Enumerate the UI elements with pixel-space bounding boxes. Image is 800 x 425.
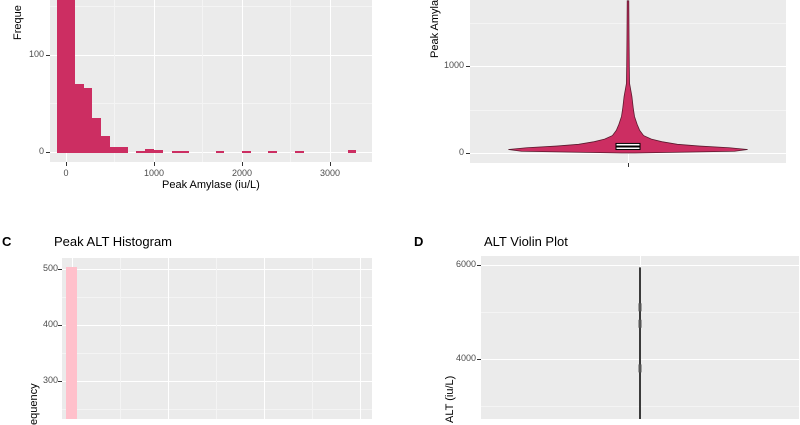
panel-a-gridline [242,0,243,162]
panel-a-y-tickmark [46,152,50,153]
panel-b: Peak Amyla 1000 0 [400,0,800,200]
panel-c-gridline [312,258,313,419]
panel-a-gridline [50,103,372,104]
panel-a-x-tickmark [242,162,243,166]
panel-d-plot-area [481,256,799,419]
panel-b-y-tick: 0 [458,147,464,157]
panel-d-y-tickmark [477,265,481,266]
histogram-bar [145,149,154,153]
panel-a-x-tickmark [330,162,331,166]
histogram-bar [83,87,93,153]
panel-a-gridline [50,152,372,153]
panel-c-gridline [62,409,372,410]
panel-a: Freque 100 0 0 1000 2000 3000 Peak Amyla… [0,0,400,200]
panel-a-gridline [154,0,155,162]
histogram-bar [110,147,119,153]
panel-c-gridline [62,297,372,298]
panel-d-y-tick: 6000 [455,259,476,269]
panel-a-gridline [290,0,291,162]
panel-c-gridline [264,258,265,419]
histogram-bar [66,0,75,153]
panel-d-y-axis-title: ALT (iu/L) [444,375,456,423]
panel-b-y-tickmark [466,66,470,67]
violin-density-bulge [638,364,642,373]
panel-d-letter: D [414,234,424,249]
histogram-bar [92,118,102,153]
panel-c-letter: C [2,234,12,249]
panel-a-x-tickmark [66,162,67,166]
panel-a-x-axis-title: Peak Amylase (iu/L) [162,179,260,191]
panel-b-y-axis-title: Peak Amyla [429,0,441,58]
panel-d-y-tickmark [477,359,481,360]
panel-d-title: ALT Violin Plot [484,234,568,249]
panel-c-y-tick: 500 [42,263,58,273]
panel-c-gridline [168,258,169,419]
panel-b-violin-layer [508,0,748,154]
panel-c-gridline [62,353,372,354]
histogram-bar [347,150,357,153]
panel-c-gridline [62,381,372,382]
panel-b-y-tickmark [466,153,470,154]
histogram-bar [215,151,225,153]
panel-c-gridline [360,258,361,419]
panel-a-x-tick: 2000 [231,168,253,178]
panel-c-y-tickmark [58,381,62,382]
histogram-bar [57,0,66,153]
panel-c-y-tick: 300 [42,375,58,385]
panel-c: C Peak ALT Histogram equency 500 400 300 [0,210,400,425]
panel-a-plot-area [50,0,372,162]
panel-a-gridline [50,55,372,56]
violin-density-bulge [638,319,642,328]
panel-a-gridline [202,0,203,162]
panel-c-gridline [216,258,217,419]
panel-a-x-tick: 0 [63,168,69,178]
panel-a-y-tickmark [46,55,50,56]
histogram-bar [66,267,77,419]
panel-a-x-tick: 3000 [319,168,341,178]
panel-c-gridline [120,258,121,419]
histogram-bar [136,151,146,153]
violin-shape [508,0,748,154]
panel-d-violin-layer [638,267,642,419]
panel-a-y-tick: 0 [38,146,44,156]
histogram-bar [242,151,251,153]
panel-c-y-tick: 400 [42,319,58,329]
panel-a-gridline [50,6,372,7]
panel-a-x-tick: 1000 [143,168,165,178]
histogram-bar [74,84,84,153]
histogram-bar [118,147,128,153]
panel-b-plot-area [470,0,786,163]
panel-b-y-tick: 1000 [443,60,464,70]
panel-d: D ALT Violin Plot ALT (iu/L) 6000 4000 [400,210,800,423]
panel-c-y-tickmark [58,269,62,270]
violin-density-bulge [638,303,642,312]
panel-b-x-tickmark [628,163,629,167]
histogram-bar [268,151,278,153]
histogram-bar [101,135,110,153]
panel-a-y-axis-title: Freque [12,5,24,40]
panel-a-gridline [114,0,115,162]
histogram-bar [154,150,163,153]
panel-c-gridline [62,269,372,270]
histogram-bar [294,151,304,153]
panel-c-title: Peak ALT Histogram [54,234,173,249]
histogram-bar [171,151,181,153]
panel-c-plot-area [62,258,372,419]
panel-d-y-tick: 4000 [455,353,476,363]
histogram-bar [180,151,190,153]
panel-a-x-tickmark [154,162,155,166]
panel-a-gridline [330,0,331,162]
panel-a-y-tick: 100 [28,49,44,59]
panel-c-y-tickmark [58,325,62,326]
panel-c-gridline [62,325,372,326]
